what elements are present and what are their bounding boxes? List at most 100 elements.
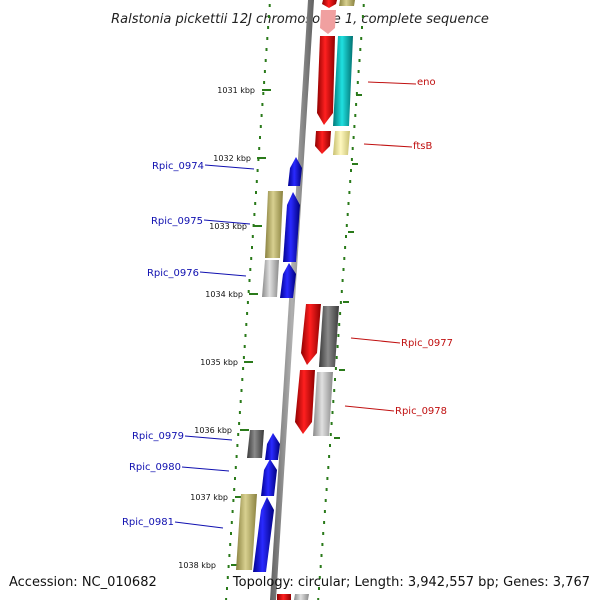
- gene-top-red[interactable]: [322, 0, 337, 8]
- scale-dot: [258, 147, 261, 150]
- tick-1033: 1033 kbp: [209, 222, 262, 231]
- scale-dot: [232, 499, 235, 502]
- gene-Rpic_0977-red[interactable]: [301, 304, 321, 365]
- scale-dot: [251, 246, 253, 249]
- label-Rpic_0976[interactable]: Rpic_0976: [147, 268, 247, 279]
- scale-dot: [321, 543, 324, 546]
- scale-dot: [338, 323, 341, 326]
- scale-dot: [344, 246, 347, 249]
- scale-dot: [229, 543, 232, 546]
- gene-Rpic_0977-gray[interactable]: [319, 306, 339, 367]
- scale-dot: [247, 290, 250, 293]
- scale-dot: [249, 268, 252, 271]
- scale-dot: [349, 180, 352, 183]
- scale-dot: [226, 587, 228, 590]
- gene-Rpic_0975-khaki[interactable]: [265, 191, 283, 258]
- label-ftsB[interactable]: ftsB: [363, 141, 432, 152]
- gene-Rpic_0981-khaki[interactable]: [236, 494, 257, 570]
- scale-dot: [318, 587, 320, 590]
- scale-dot: [358, 59, 361, 62]
- tick-label-1037: 1037 kbp: [190, 493, 228, 502]
- scale-dot: [255, 191, 257, 194]
- scale-dot: [351, 147, 354, 150]
- scale-dot: [330, 422, 333, 425]
- label-Rpic_0980[interactable]: Rpic_0980: [129, 462, 230, 473]
- scale-dot: [230, 532, 232, 535]
- gene-label: Rpic_0980: [129, 462, 181, 473]
- gene-Rpic_0975-blue[interactable]: [283, 192, 300, 262]
- gene-Rpic_0979-gray[interactable]: [247, 430, 264, 458]
- scale-dot: [345, 235, 347, 238]
- gene-Rpic_0978-lightgray[interactable]: [313, 372, 333, 436]
- scale-dot: [353, 125, 356, 128]
- scale-dot: [343, 257, 346, 260]
- tick-label-1034: 1034 kbp: [205, 290, 243, 299]
- label-Rpic_0978[interactable]: Rpic_0978: [344, 405, 447, 417]
- gene-Rpic_0978-red[interactable]: [295, 370, 315, 434]
- tick-1034: 1034 kbp: [205, 290, 258, 299]
- gene-bottom-lightgray[interactable]: [294, 594, 309, 600]
- scale-dot: [328, 455, 331, 458]
- gene-Rpic_0981-blue[interactable]: [253, 497, 274, 572]
- scale-dot: [350, 169, 352, 172]
- scale-dot: [337, 334, 340, 337]
- tick-1031: 1031 kbp: [217, 86, 271, 95]
- gene-Rpic_0976-lightgray[interactable]: [262, 260, 279, 297]
- scale-dot: [239, 400, 242, 403]
- scale-dot: [324, 499, 327, 502]
- tick-label-1031: 1031 kbp: [217, 86, 255, 95]
- tick-1036: 1036 kbp: [194, 426, 249, 435]
- scale-dot: [322, 532, 325, 535]
- scale-dot: [260, 114, 263, 117]
- tick-label-1035: 1035 kbp: [200, 358, 238, 367]
- label-eno[interactable]: eno: [367, 77, 436, 88]
- scale-dot: [236, 444, 239, 447]
- scale-dot: [251, 235, 254, 238]
- scale-dot: [255, 180, 258, 183]
- scale-dot: [228, 554, 231, 557]
- tick-label-1033: 1033 kbp: [209, 222, 247, 231]
- scale-dot: [257, 158, 260, 161]
- label-Rpic_0979[interactable]: Rpic_0979: [132, 431, 233, 442]
- scale-track-right: [317, 4, 365, 600]
- scale-dot: [357, 70, 360, 73]
- gene-bottom-red[interactable]: [277, 594, 291, 600]
- scale-dot: [234, 477, 236, 480]
- gene-Rpic_0980-blue[interactable]: [261, 459, 277, 496]
- scale-dot: [325, 488, 328, 491]
- scale-dot: [242, 356, 245, 359]
- gene-Rpic_0974-blue[interactable]: [288, 157, 302, 186]
- gene-Rpic_0976-blue[interactable]: [280, 263, 296, 298]
- gene-top-pink[interactable]: [320, 10, 336, 34]
- label-Rpic_0974[interactable]: Rpic_0974: [152, 161, 255, 172]
- scale-dot: [323, 510, 326, 513]
- scale-dot: [362, 4, 365, 7]
- scale-dot: [332, 400, 335, 403]
- scale-dot: [359, 48, 362, 51]
- gene-Rpic_0979-blue[interactable]: [265, 433, 280, 460]
- scale-dot: [326, 477, 329, 480]
- scale-dot: [254, 202, 257, 205]
- right-gene-labels: eno ftsB Rpic_0977 Rpic_0978: [344, 77, 453, 417]
- gene-eno-red[interactable]: [317, 36, 335, 125]
- scale-dot: [334, 367, 337, 370]
- scale-dot: [334, 378, 336, 381]
- tick-1037: 1037 kbp: [190, 493, 244, 502]
- label-Rpic_0981[interactable]: Rpic_0981: [122, 517, 224, 529]
- gene-top-khaki[interactable]: [339, 0, 355, 6]
- gene-label: Rpic_0976: [147, 268, 199, 279]
- scale-dot: [238, 411, 241, 414]
- scale-dot: [333, 389, 336, 392]
- scale-dot: [250, 257, 253, 260]
- gene-eno-cyan[interactable]: [333, 36, 353, 126]
- scale-dot: [237, 433, 240, 436]
- scale-dot: [241, 378, 244, 381]
- scale-dot: [225, 598, 228, 600]
- gene-ftsB-yellow[interactable]: [333, 131, 350, 155]
- label-Rpic_0977[interactable]: Rpic_0977: [350, 337, 453, 349]
- gene-ftsB-red[interactable]: [315, 131, 331, 154]
- scale-dot: [350, 158, 353, 161]
- label-Rpic_0975[interactable]: Rpic_0975: [151, 216, 251, 227]
- scale-dot: [226, 576, 229, 579]
- scale-dot: [329, 433, 332, 436]
